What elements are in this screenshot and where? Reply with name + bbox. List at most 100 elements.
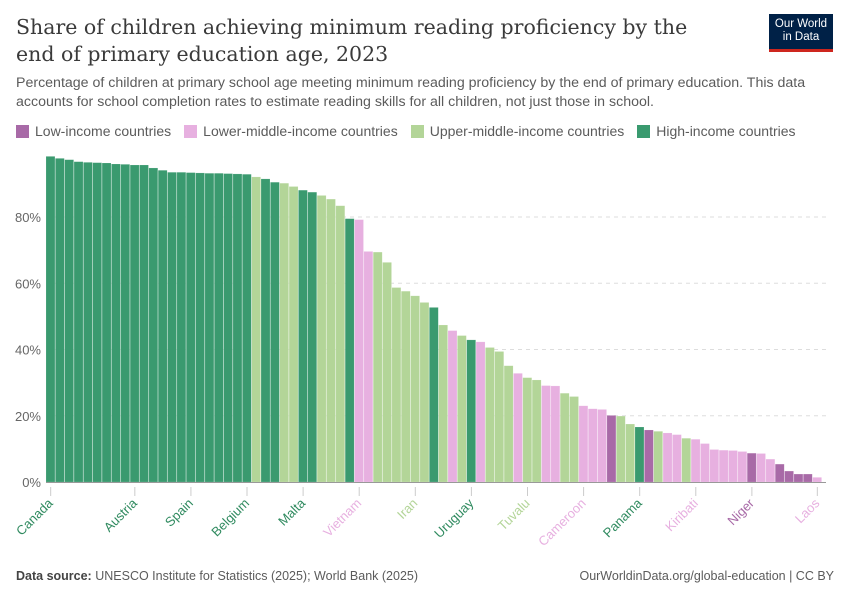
legend-swatch [16,124,29,138]
bar [354,219,364,483]
owid-logo[interactable]: Our World in Data [769,14,833,52]
bar [503,365,514,483]
bar [242,174,252,483]
bar [316,195,327,483]
bar [775,463,785,483]
bar [344,218,355,483]
x-tick-label: Vietnam [320,496,364,540]
bar [204,173,215,483]
bar [83,162,93,483]
bar [597,409,607,483]
y-tick-label: 20% [15,409,41,424]
legend-item-h[interactable]: High-income countries [637,123,796,139]
bar [232,173,243,483]
bar [176,172,187,483]
bar [148,167,159,483]
bar [326,198,336,483]
bar [653,431,663,483]
bar [410,295,420,483]
x-tick-label: Laos [792,495,823,526]
bar [447,330,458,483]
legend-label: High-income countries [656,123,796,139]
bar [391,287,402,483]
y-tick-label: 0% [22,475,41,490]
chart-title: Share of children achieving minimum read… [16,15,688,66]
bar [644,429,654,483]
legend-item-l[interactable]: Lower-middle-income countries [184,123,398,139]
legend-swatch [637,124,651,138]
bar [298,189,308,483]
bar [700,443,710,483]
bar [690,439,701,483]
bar [559,392,570,483]
x-tick-label: Canada [13,495,56,538]
source-text: UNESCO Institute for Statistics (2025); … [95,569,419,583]
bar [812,477,822,483]
bar [185,172,196,483]
legend: Low-income countries Lower-middle-income … [16,123,796,139]
x-tick-label: Tuvalu [495,496,533,534]
bar [382,262,392,483]
bar [672,434,682,483]
bar [681,438,691,483]
x-tick-label: Iran [394,496,420,522]
bar [522,377,533,483]
bar [728,450,738,483]
legend-swatch [184,124,198,138]
bar [335,205,346,483]
bar [438,324,448,483]
chart-subtitle: Percentage of children at primary school… [16,75,806,110]
x-tick-label: Panama [600,495,645,540]
x-tick-label: Cameroon [535,496,589,550]
bar [588,408,598,483]
bar [270,181,280,483]
legend-item-low[interactable]: Low-income countries [16,123,171,139]
bar [513,373,523,483]
footer-link[interactable]: OurWorldinData.org/global-education | CC… [579,569,834,583]
bar [634,426,645,483]
bar [419,302,430,483]
bar [101,162,112,483]
bar [709,449,720,483]
legend-label: Lower-middle-income countries [203,123,398,139]
bar [120,164,130,483]
bar [401,290,411,483]
data-source: Data source: UNESCO Institute for Statis… [16,569,418,583]
x-tick-label: Belgium [208,496,252,540]
bar [737,451,748,483]
legend-item-u[interactable]: Upper-middle-income countries [410,123,625,139]
bar [803,473,813,483]
bar [279,182,289,483]
bar [55,158,65,483]
bar [288,186,299,483]
bar [223,173,233,483]
y-tick-label: 80% [15,210,41,225]
x-tick-label: Niger [724,495,757,528]
bar [569,396,579,483]
bar [475,341,486,483]
bar [307,191,317,483]
bar [372,251,383,483]
bar [157,170,168,483]
bar [129,164,140,483]
bar [765,458,776,483]
bar [363,251,374,483]
bar [260,178,271,483]
bar [531,379,542,483]
y-tick-label: 40% [15,343,41,358]
bar [214,173,224,483]
bar [195,172,205,483]
bar [616,415,626,483]
bar [466,339,476,483]
bar [139,164,149,483]
bar [73,161,84,483]
bar [251,176,261,483]
x-tick-label: Spain [162,496,196,530]
bar [92,162,102,483]
y-tick-label: 60% [15,276,41,291]
legend-label: Upper-middle-income countries [429,123,625,139]
bar [606,415,617,483]
bar [45,156,56,483]
